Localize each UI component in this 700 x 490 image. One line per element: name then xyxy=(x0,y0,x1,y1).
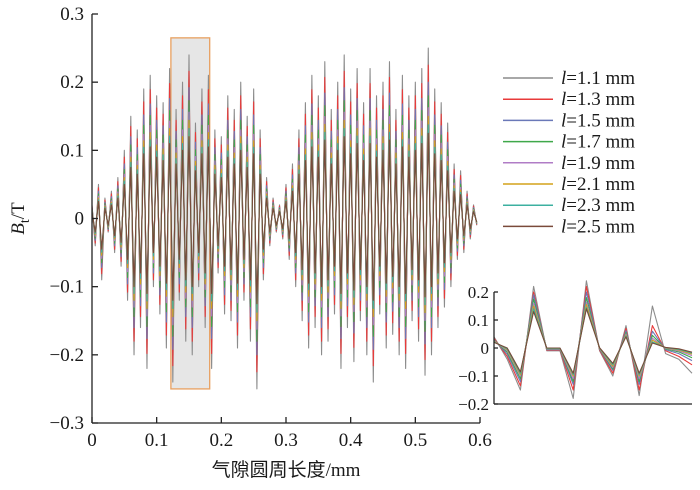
x-tick-label: 0.4 xyxy=(339,430,363,451)
y-axis-label: Bt/T xyxy=(8,202,33,235)
y-tick-label: 0.1 xyxy=(60,140,84,161)
inset-series-line-1 xyxy=(493,285,693,391)
y-tick-label: −0.1 xyxy=(50,277,84,298)
main-plot: −0.3 −0.2 −0.1 0 0.1 0.2 0.3 0 0.1 0.2 0.3 0.4 0.5 0.… xyxy=(8,4,492,481)
inset-series-line-7 xyxy=(493,308,693,374)
y-tick-label: 0.2 xyxy=(60,72,84,93)
legend: l=1.1 mml=1.3 mml=1.5 mml=1.7 mml=1.9 mm… xyxy=(503,68,635,237)
x-tick-label: 0.6 xyxy=(468,430,492,451)
x-tick-label: 0.5 xyxy=(403,430,427,451)
legend-label-4: l=1.9 mm xyxy=(561,153,635,174)
inset-series-line-3 xyxy=(493,297,693,383)
series-line-7 xyxy=(91,132,478,305)
inset-series-line-2 xyxy=(493,291,693,385)
y-tick-label: 0.3 xyxy=(60,4,84,25)
inset-y-tick-label: 0 xyxy=(481,339,490,358)
x-tick-label: 0.1 xyxy=(145,430,169,451)
legend-label-5: l=2.1 mm xyxy=(561,174,635,195)
y-tick-label: −0.3 xyxy=(50,413,84,434)
inset-series-line-0 xyxy=(493,280,693,399)
inset-y-tick-label: 0.1 xyxy=(468,311,489,330)
legend-label-6: l=2.3 mm xyxy=(561,195,635,216)
x-axis-label: 气隙圆周长度/mm xyxy=(212,459,361,481)
inset-plot: 0.2 0.1 0 −0.1 −0.2 xyxy=(458,280,693,414)
x-tick-label: 0 xyxy=(87,430,97,451)
y-tick-label: −0.2 xyxy=(50,345,84,366)
inset-y-tick-label: −0.2 xyxy=(458,395,489,414)
inset-y-tick-label: −0.1 xyxy=(458,367,489,386)
legend-label-2: l=1.5 mm xyxy=(561,110,635,131)
legend-label-0: l=1.1 mm xyxy=(561,68,635,89)
y-tick-label: 0 xyxy=(75,209,85,230)
x-tick-label: 0.2 xyxy=(209,430,233,451)
legend-label-7: l=2.5 mm xyxy=(561,216,635,237)
inset-y-tick-label: 0.2 xyxy=(468,283,489,302)
legend-label-1: l=1.3 mm xyxy=(561,89,635,110)
x-tick-label: 0.3 xyxy=(274,430,298,451)
legend-label-3: l=1.7 mm xyxy=(561,132,635,153)
